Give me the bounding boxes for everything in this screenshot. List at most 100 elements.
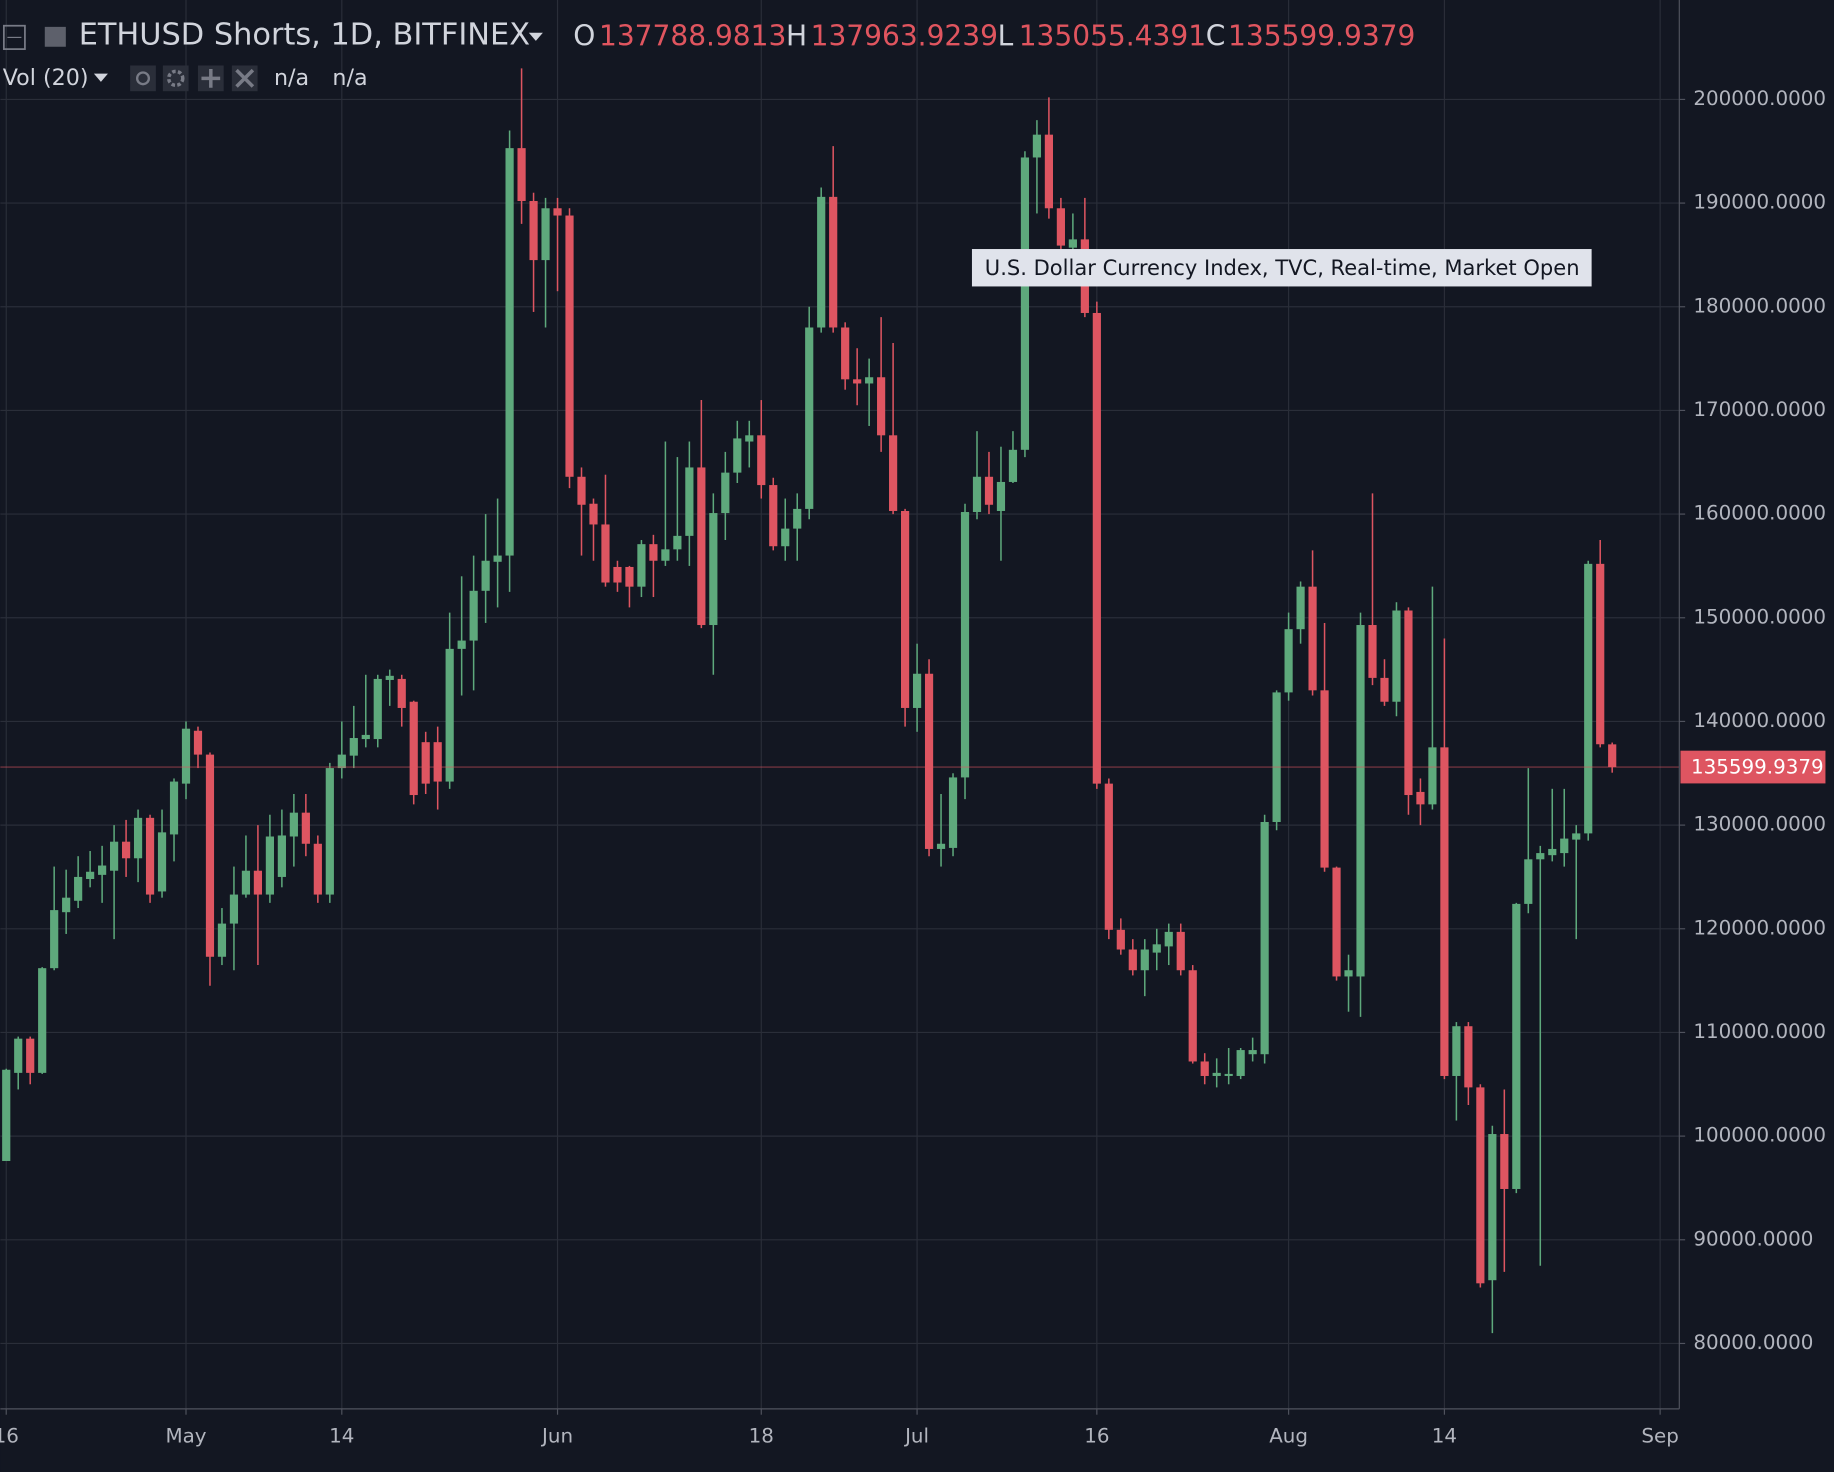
candle-body	[1284, 629, 1293, 693]
candle-body	[145, 817, 155, 895]
candle-body	[817, 196, 826, 328]
candle-body	[1344, 970, 1353, 977]
candle-body	[217, 923, 227, 957]
candle-body	[457, 640, 466, 649]
candle-body	[98, 865, 107, 875]
candle-body	[193, 730, 203, 755]
eye-icon[interactable]	[130, 65, 156, 92]
candle-body	[1596, 563, 1605, 745]
y-tick-label: 200000.0000	[1693, 87, 1826, 110]
x-tick-label: Sep	[1641, 1424, 1678, 1447]
symbol-title[interactable]: ETHUSD Shorts, 1D, BITFINEX	[79, 18, 530, 53]
candle-body	[769, 485, 778, 547]
x-tick-label: 18	[749, 1424, 774, 1447]
y-tick-label: 140000.0000	[1693, 709, 1826, 732]
candle-body	[996, 481, 1006, 511]
candle-body	[589, 503, 598, 525]
price-label: 135599.9379	[1691, 756, 1824, 779]
ohlc-value: 137963.9239	[811, 19, 998, 52]
candle-body	[625, 566, 634, 587]
candle-body	[960, 512, 970, 778]
candle-body	[1020, 157, 1030, 450]
candle-body	[505, 148, 514, 556]
ohlc-value: 135055.4391	[1019, 19, 1206, 52]
candle-body	[397, 678, 406, 708]
candle-body	[745, 435, 754, 442]
indicator-title[interactable]: Vol (20)	[3, 65, 89, 91]
y-tick-label: 120000.0000	[1693, 916, 1826, 939]
candle-body	[757, 435, 766, 486]
y-tick-label: 110000.0000	[1693, 1020, 1826, 1043]
candle-body	[1392, 610, 1401, 702]
candle-body	[385, 675, 394, 680]
candle-body	[38, 968, 47, 1073]
collapse-icon[interactable]	[2, 24, 26, 50]
candle-body	[1476, 1087, 1485, 1284]
candle-body	[601, 524, 610, 583]
candle-body	[517, 148, 526, 202]
candle-body	[325, 768, 334, 895]
candle-body	[86, 871, 95, 880]
candle-body	[409, 701, 418, 796]
candle-body	[110, 841, 119, 871]
x-tick-label: May	[165, 1424, 206, 1447]
candle-body	[721, 472, 730, 514]
axes: 80000.0000 90000.0000 100000.0000 110000.00…	[0, 87, 1826, 1448]
candle-body	[1056, 208, 1065, 246]
candle-body	[1560, 838, 1569, 854]
candle-body	[1236, 1050, 1245, 1076]
candle-body	[649, 544, 658, 561]
indicator-caret[interactable]	[93, 73, 108, 82]
x-tick-label: Jun	[540, 1424, 573, 1447]
candle-body	[1140, 949, 1149, 971]
ohlc-label: H	[786, 19, 807, 52]
candle-body	[1572, 833, 1581, 840]
candle-body	[1260, 821, 1269, 1055]
candle-body	[1440, 747, 1449, 1076]
candle-body	[229, 894, 239, 924]
ohlc-value: 135599.9379	[1228, 19, 1415, 52]
eye-icon-glyph	[135, 71, 151, 86]
x-tick-label: Jul	[903, 1424, 929, 1447]
candle-body	[133, 817, 143, 859]
candle-body	[1524, 859, 1533, 904]
candle-body	[1092, 312, 1101, 784]
candle-body	[1536, 853, 1545, 860]
price-label-box	[1680, 750, 1826, 784]
x-tick-label: Aug	[1269, 1424, 1308, 1447]
settings-icon[interactable]	[162, 65, 189, 92]
candle-body	[829, 196, 838, 328]
candle-body	[1224, 1073, 1233, 1076]
candle-body	[936, 843, 946, 849]
candle-body	[1188, 970, 1197, 1062]
candle-body	[253, 870, 263, 895]
candle-body	[853, 379, 862, 384]
candle-body	[697, 467, 706, 626]
symbol-caret[interactable]	[528, 32, 543, 41]
candle-body	[912, 673, 922, 708]
x-tick-label: 16	[0, 1424, 19, 1447]
candle-body	[1608, 744, 1617, 768]
ohlc-label: O	[573, 19, 595, 52]
candle-body	[948, 777, 958, 848]
ohlc-label: C	[1206, 19, 1226, 52]
candle-body	[50, 910, 59, 969]
candle-body	[26, 1038, 35, 1073]
candle-body	[1416, 791, 1425, 805]
candle-body	[481, 560, 490, 591]
candle-body	[709, 513, 718, 626]
y-tick-label: 90000.0000	[1693, 1227, 1813, 1250]
candle-body	[781, 528, 790, 547]
candle-body	[1488, 1134, 1497, 1281]
candle-body	[1548, 848, 1557, 856]
candle-body	[1152, 944, 1161, 953]
candle-body	[181, 728, 191, 784]
add-icon-glyph	[201, 68, 221, 88]
candle-body	[1248, 1050, 1257, 1055]
candle-body	[1272, 692, 1281, 822]
candle-body	[157, 832, 167, 892]
candle-body	[433, 742, 442, 782]
y-tick-label: 190000.0000	[1693, 191, 1826, 214]
indicator-value: n/a	[332, 65, 367, 91]
